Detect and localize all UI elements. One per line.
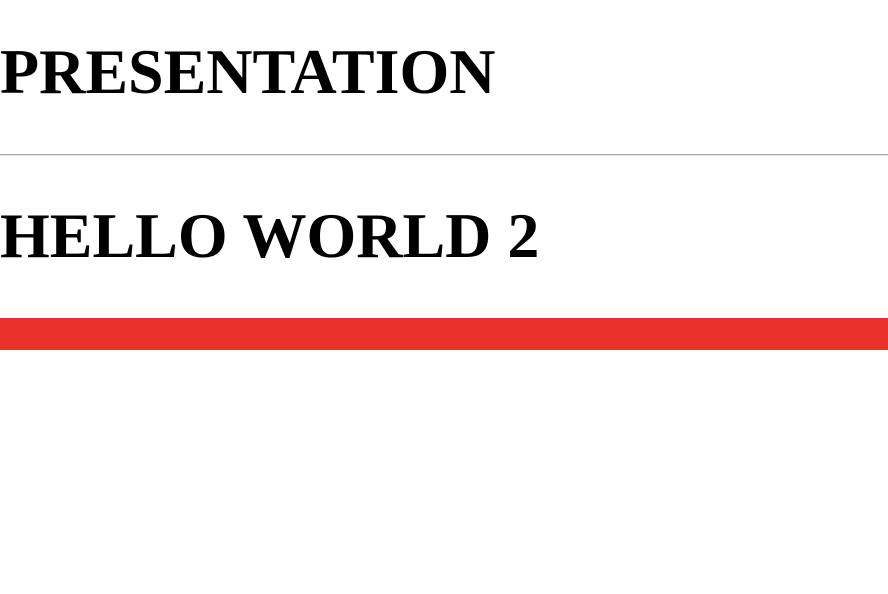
accent-bar [0,318,888,350]
page-title: PRESENTATION [0,36,496,107]
title-divider [0,154,888,156]
slide-heading: HELLO WORLD 2 [0,200,540,271]
